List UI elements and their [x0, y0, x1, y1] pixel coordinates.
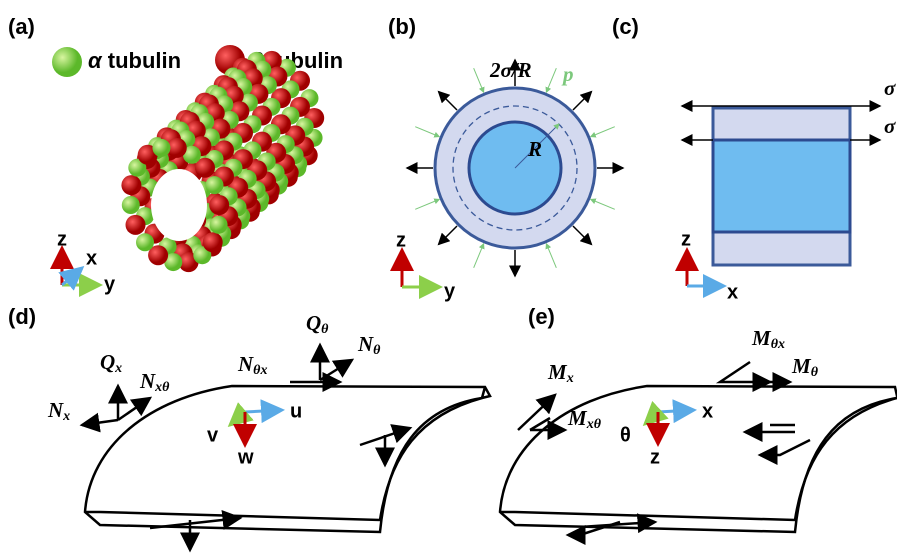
force-label: Nθx	[237, 352, 267, 378]
force-arrow	[82, 420, 118, 425]
axis-label: x	[702, 400, 713, 422]
pressure-arrow	[415, 199, 439, 209]
pressure-arrow	[591, 127, 615, 137]
panel-label: (c)	[612, 14, 639, 39]
disp-u	[245, 410, 282, 412]
pressure-label: p	[561, 62, 574, 86]
panel-label: (e)	[528, 304, 555, 329]
tubulin-ball	[152, 139, 170, 157]
disp-label: w	[237, 446, 254, 468]
legend-alpha: α tubulin	[88, 48, 181, 73]
pressure-arrow	[546, 244, 556, 268]
tubulin-ball	[122, 196, 140, 214]
moment-label: Mx	[547, 360, 574, 386]
tension-label: 2σ/R	[489, 58, 532, 82]
pressure-arrow	[591, 199, 615, 209]
tubulin-ball	[203, 232, 223, 252]
disp-label: u	[290, 400, 302, 422]
axis-label: z	[650, 446, 660, 468]
force-label: Nx	[47, 398, 70, 424]
stress-label: σ	[884, 114, 896, 138]
tubulin-ball	[210, 216, 228, 234]
tubulin-ball	[136, 233, 154, 251]
tension-arrow	[439, 226, 457, 244]
pressure-arrow	[474, 244, 484, 268]
panel-label: (a)	[8, 14, 35, 39]
force-label: Nxθ	[139, 369, 170, 395]
force-label: Nθ	[357, 332, 381, 358]
tension-arrow	[573, 226, 591, 244]
pressure-arrow	[415, 127, 439, 137]
axis-label: z	[681, 228, 691, 250]
inner-rect	[713, 140, 850, 232]
moment-arrow	[720, 362, 770, 382]
figure: (a) α tubulin β tubulin z x y (b) 2σ/R p…	[0, 0, 897, 554]
pressure-arrow	[474, 68, 484, 92]
disp-label: v	[207, 424, 219, 446]
axis-label: x	[86, 247, 97, 269]
radius-label: R	[527, 137, 542, 161]
stress-label: σ	[884, 76, 896, 100]
axis-x	[658, 410, 694, 412]
axis-x	[62, 268, 82, 285]
moment-label: Mθx	[751, 326, 785, 352]
tension-arrow	[439, 92, 457, 110]
axis-label: x	[727, 281, 738, 303]
axis-label: θ	[620, 424, 631, 446]
axis-label: y	[444, 280, 456, 302]
shell	[500, 386, 897, 532]
axis-label: y	[104, 273, 116, 295]
axis-label: z	[396, 229, 406, 251]
tension-arrow	[573, 92, 591, 110]
tubulin-ball	[126, 215, 146, 235]
tubulin-ball	[205, 176, 223, 194]
force-label: Qx	[100, 350, 122, 376]
alpha-ball	[52, 47, 82, 77]
axis-label: z	[57, 228, 67, 250]
microtubule	[121, 51, 324, 272]
tubulin-ball	[209, 195, 229, 215]
panel-label: (d)	[8, 304, 36, 329]
moment-label: Mθ	[791, 354, 819, 380]
panel-label: (b)	[388, 14, 416, 39]
force-arrow	[320, 360, 352, 380]
tube-hole	[151, 169, 207, 241]
pressure-arrow	[546, 68, 556, 92]
force-label: Qθ	[306, 311, 329, 337]
shell	[85, 386, 490, 532]
tubulin-ball	[121, 175, 141, 195]
